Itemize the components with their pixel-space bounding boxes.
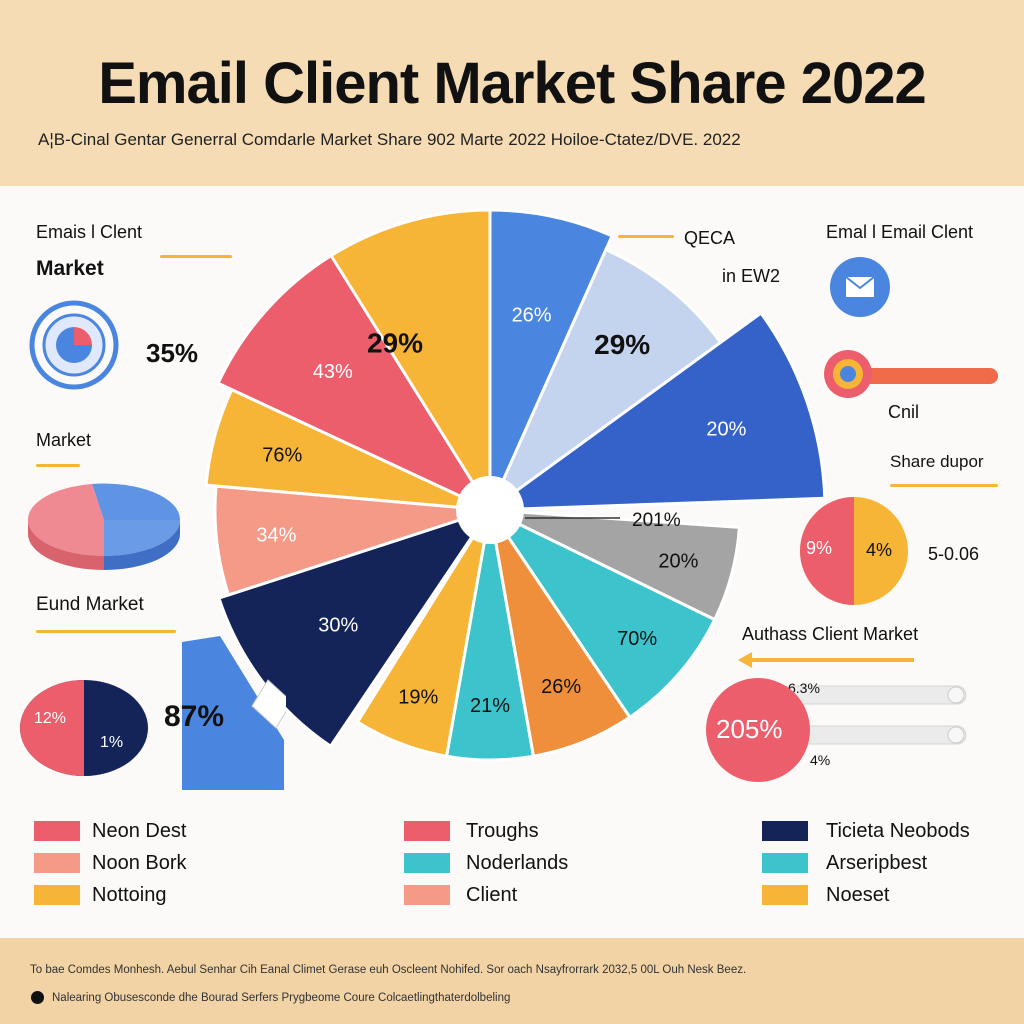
legend-swatch-4 — [404, 853, 450, 873]
legend-label-1: Noon Bork — [92, 852, 187, 874]
left-blue-block — [182, 636, 286, 790]
right-top-arrow — [618, 235, 674, 238]
header-band — [0, 0, 1024, 186]
left-label-3: Market — [36, 430, 92, 450]
left-bottom-pie-a: 12% — [34, 710, 67, 727]
left-arrow-2 — [36, 464, 80, 467]
pie-slice-label: 29% — [594, 329, 650, 360]
pie-slice — [486, 247, 723, 515]
footer-note-2: Nalearing Obusesconde dhe Bourad Serfers… — [52, 992, 511, 1004]
legend-label-6: Ticieta Neobods — [826, 820, 970, 842]
pie-center-hole — [456, 476, 524, 544]
pie-slice-label: 26% — [541, 676, 581, 698]
footer-band — [0, 938, 1024, 1024]
legend-label-0: Neon Dest — [92, 820, 187, 842]
right-big-circle — [706, 678, 810, 782]
pie-slice — [488, 208, 615, 511]
right-label-1: Emal l Email Clent — [826, 222, 974, 242]
legend-swatch-6 — [762, 821, 808, 841]
right-big-pct: 205% — [716, 714, 783, 744]
pie-slice-label: 19% — [398, 687, 438, 709]
left-ring-icon — [29, 300, 119, 390]
pie-slice-label: 20% — [658, 550, 698, 572]
legend-label-4: Noderlands — [466, 852, 569, 874]
right-top-label-1: QECA — [684, 228, 736, 248]
right-mini-note: 5-0.06 — [928, 544, 980, 564]
right-mini-pie — [800, 497, 908, 605]
left-label-2: Market — [36, 257, 104, 280]
legend-swatch-1 — [34, 853, 80, 873]
legend-swatch-8 — [762, 885, 808, 905]
right-arrow-3 — [890, 484, 998, 487]
right-bar-label-1: 6.3% — [788, 680, 820, 696]
right-label-2: Cnil — [888, 402, 920, 422]
pie-slice-label: 70% — [617, 628, 657, 650]
left-bottom-pie-b: 1% — [100, 734, 124, 751]
pie-slice — [217, 507, 494, 749]
chart-title: Email Client Market Share 2022 — [98, 51, 927, 116]
left-label-1: Emais l Clent — [36, 222, 143, 242]
right-mini-b: 4% — [866, 540, 893, 560]
legend-swatch-2 — [34, 885, 80, 905]
legend-label-7: Arseripbest — [826, 852, 928, 874]
pie-slice-label: 76% — [262, 444, 302, 466]
left-pct-2: 87% — [164, 700, 225, 733]
right-top-label-2: in EW2 — [722, 266, 781, 286]
legend-swatch-3 — [404, 821, 450, 841]
pie-slice-label: 34% — [256, 524, 296, 546]
legend-label-5: Client — [466, 884, 518, 906]
pie-slice-label: 21% — [470, 695, 510, 717]
right-mini-a: 9% — [806, 538, 833, 558]
footer-note-1: To bae Comdes Monhesh. Aebul Senhar Cih … — [30, 964, 747, 976]
right-arrow-4 — [738, 652, 914, 668]
left-arrow-1 — [160, 255, 232, 258]
center-callout-label: 201% — [632, 510, 681, 531]
info-icon — [31, 991, 44, 1004]
pie-slice — [355, 509, 492, 758]
pie-slice-label: 20% — [706, 419, 746, 441]
left-bottom-pie — [20, 680, 148, 776]
legend-label-8: Noeset — [826, 884, 890, 906]
pie-slice-label: 29% — [367, 327, 423, 358]
legend-label-3: Troughs — [466, 820, 539, 842]
pie-slice-label: 43% — [313, 361, 353, 383]
legend-label-2: Nottoing — [92, 884, 167, 906]
left-label-4: Eund Market — [36, 594, 144, 615]
pie-slice — [485, 506, 717, 720]
left-3d-pie — [27, 483, 181, 570]
pie-slice-label: 26% — [512, 304, 552, 326]
legend-swatch-5 — [404, 885, 450, 905]
right-pill-bars — [779, 685, 967, 745]
chart-subtitle: A¦B-Cinal Gentar Generral Comdarle Marke… — [38, 130, 741, 149]
right-ring-bar — [824, 350, 998, 398]
pie-slice — [485, 310, 827, 512]
legend-swatch-0 — [34, 821, 80, 841]
pie-slice — [216, 253, 494, 514]
right-label-4: Authass Client Market — [742, 624, 919, 644]
pie-slice-label: 30% — [318, 614, 358, 636]
left-arrow-3 — [36, 630, 176, 633]
legend-swatch-7 — [762, 853, 808, 873]
right-label-3: Share dupor — [890, 452, 984, 471]
right-bar-label-2: 4% — [810, 752, 831, 768]
email-envelope-icon — [830, 257, 890, 317]
left-pct-1: 35% — [146, 338, 199, 368]
